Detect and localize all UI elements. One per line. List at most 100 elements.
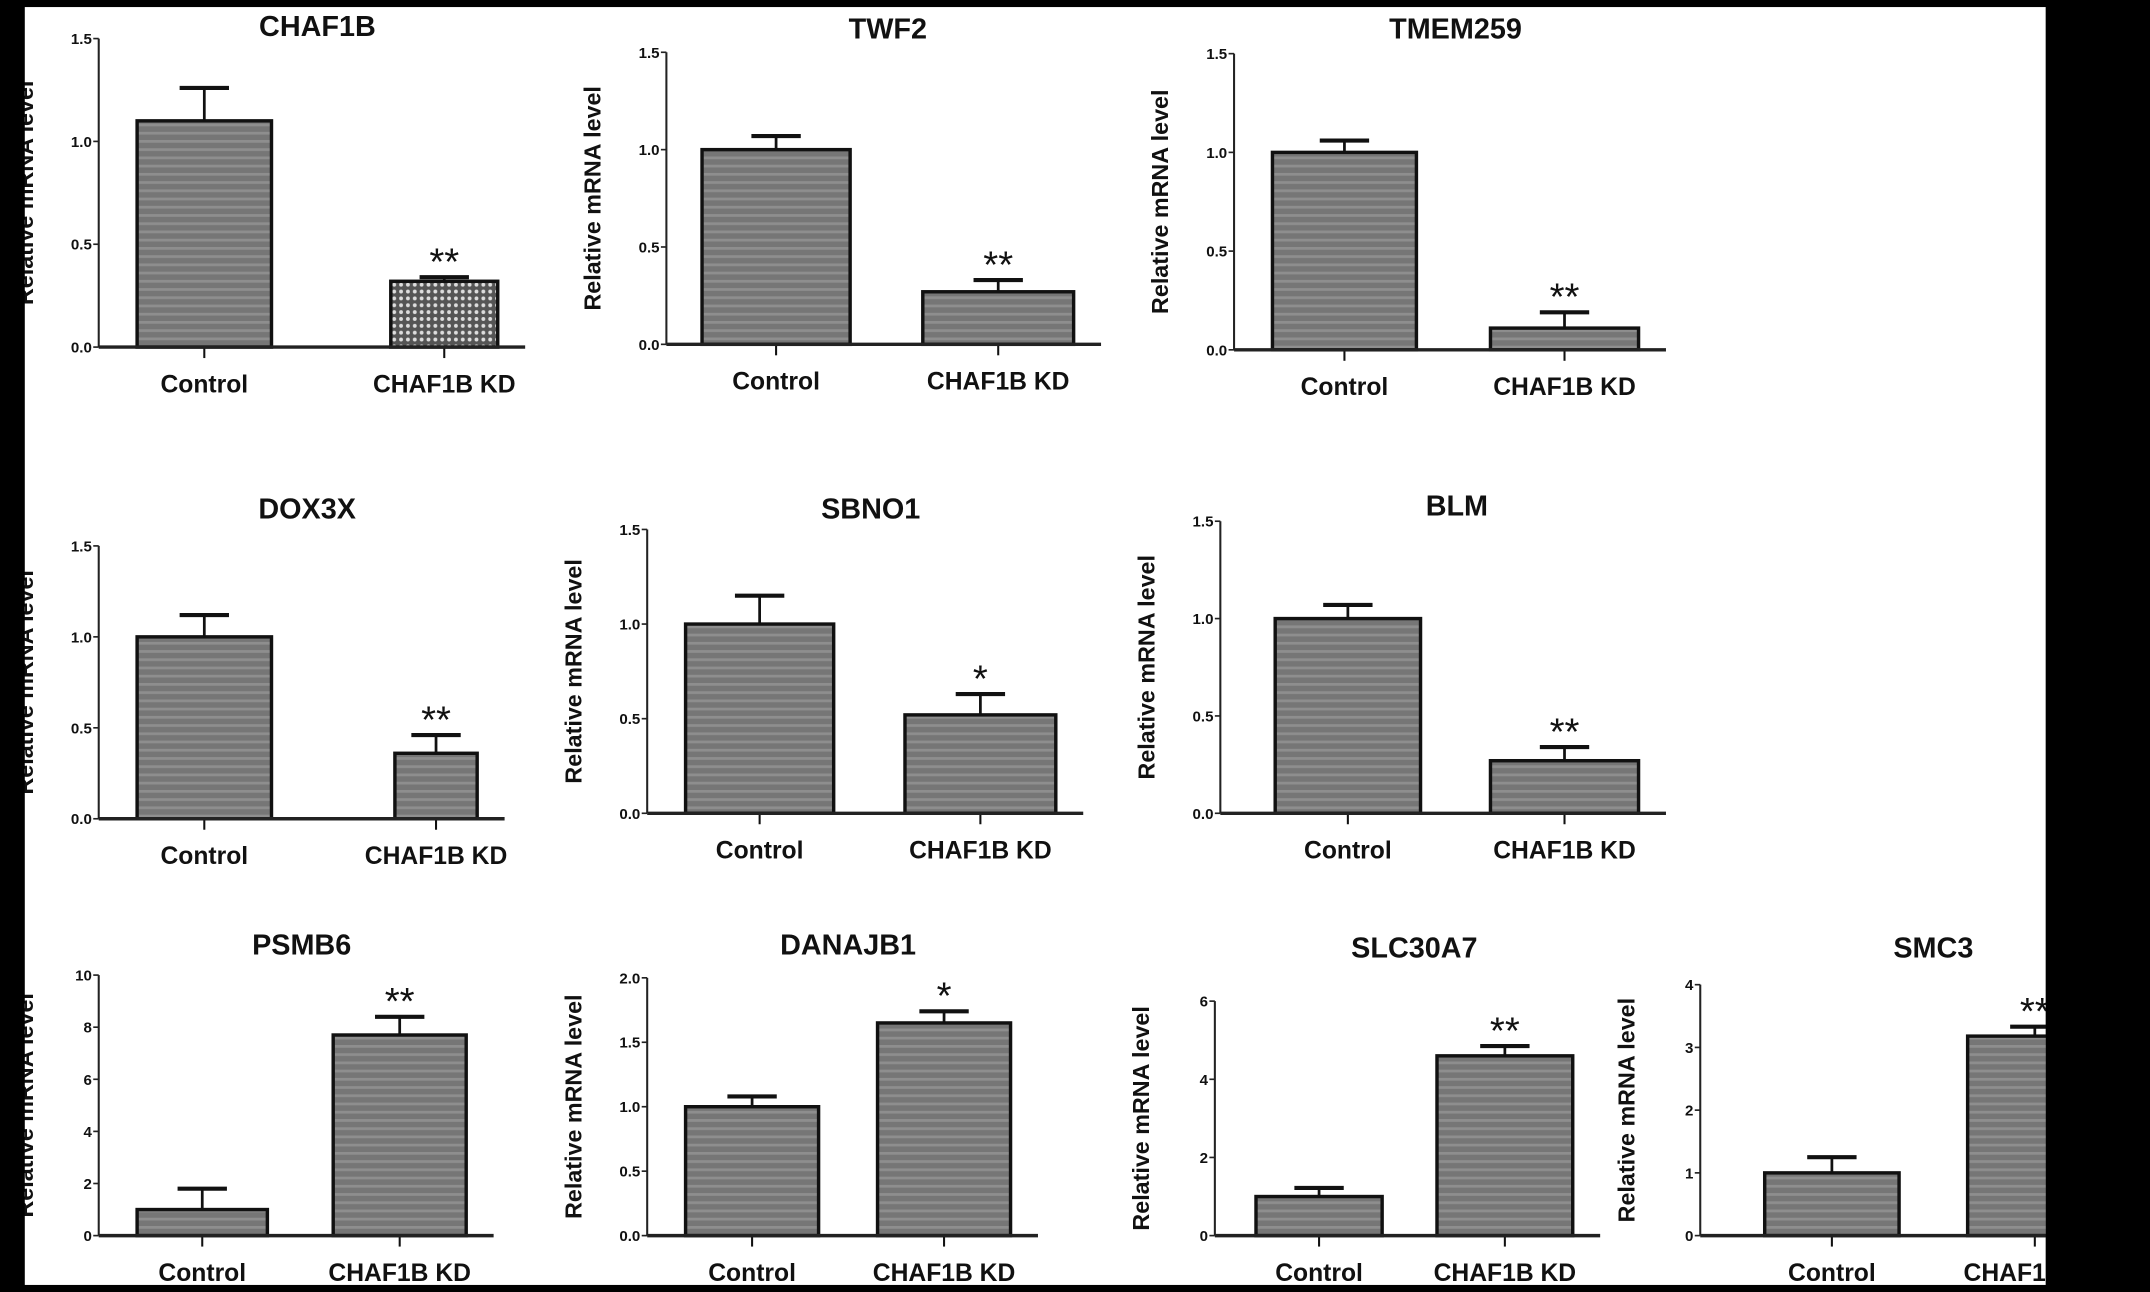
chart-panel-slc30a7: SLC30A7 Relative mRNA level Control CHAF1B … xyxy=(1128,932,1601,1287)
significance-marker: ** xyxy=(429,240,459,283)
bar-control xyxy=(683,622,836,815)
y-tick-label: 4 xyxy=(1685,977,1694,994)
figure-background xyxy=(24,7,2046,1285)
chart-panel-twf2: TWF2 Relative mRNA level Control CHAF1B KD *… xyxy=(580,14,1102,396)
y-tick-label: 1.0 xyxy=(639,142,660,159)
x-tick-label: Control xyxy=(1788,1260,1876,1287)
bar-control xyxy=(700,147,852,347)
bar-control xyxy=(135,119,274,349)
x-tick-label: CHAF1B KD xyxy=(1434,1260,1577,1287)
y-tick-label: 0.0 xyxy=(71,811,92,828)
y-tick-label: 0.5 xyxy=(619,1164,640,1181)
bar-control xyxy=(135,1207,270,1238)
y-axis-label: Relative mRNA level xyxy=(1147,90,1173,314)
y-tick-label: 0.0 xyxy=(619,806,640,823)
significance-marker: ** xyxy=(2020,990,2050,1033)
y-tick-label: 2 xyxy=(1200,1150,1208,1167)
y-tick-label: 1.0 xyxy=(71,629,92,646)
x-tick-label: CHAF1B KD xyxy=(927,369,1070,396)
y-tick-label: 1.0 xyxy=(1193,611,1214,628)
y-tick-label: 0.5 xyxy=(71,237,92,254)
y-tick-label: 4 xyxy=(1200,1072,1209,1089)
y-tick-label: 2 xyxy=(1685,1103,1693,1120)
chart-title: CHAF1B xyxy=(259,11,376,43)
chart-title: SMC3 xyxy=(1893,932,1973,964)
y-tick-label: 2.0 xyxy=(619,970,640,987)
y-tick-label: 1.5 xyxy=(639,45,660,62)
y-tick-label: 0 xyxy=(83,1228,91,1245)
y-tick-label: 3 xyxy=(1685,1040,1693,1057)
y-tick-label: 1.0 xyxy=(619,1099,640,1116)
bar-kd xyxy=(389,279,500,349)
bar-control xyxy=(1273,616,1423,815)
x-tick-label: CHAF1B KD xyxy=(365,843,508,870)
top-frame xyxy=(0,0,2150,8)
x-tick-label: Control xyxy=(1275,1260,1363,1287)
y-tick-label: 0 xyxy=(1200,1228,1208,1245)
chart-title: SBNO1 xyxy=(821,493,920,525)
y-tick-label: 1.5 xyxy=(71,538,92,555)
chart-panel-danajb1: DANAJB1 Relative mRNA level Control CHAF1B … xyxy=(560,930,1038,1287)
x-tick-label: Control xyxy=(1301,374,1389,401)
bottom-frame xyxy=(0,1284,2150,1292)
x-tick-label: Control xyxy=(708,1260,796,1287)
x-tick-label: Control xyxy=(732,369,820,396)
chart-title: TWF2 xyxy=(849,14,927,46)
bar-kd xyxy=(1488,326,1641,352)
x-tick-label: Control xyxy=(1304,838,1392,865)
bar-kd xyxy=(921,290,1076,347)
y-tick-label: 1.5 xyxy=(1193,514,1214,531)
y-tick-label: 6 xyxy=(1200,994,1208,1011)
chart-title: DANAJB1 xyxy=(780,930,916,962)
y-tick-label: 4 xyxy=(83,1124,92,1141)
x-tick-label: CHAF1B KD xyxy=(873,1260,1016,1287)
y-tick-label: 0.5 xyxy=(1193,708,1214,725)
significance-marker: * xyxy=(937,975,952,1018)
left-frame xyxy=(0,0,25,1292)
bar-kd xyxy=(393,751,479,821)
y-tick-label: 6 xyxy=(83,1072,91,1089)
significance-marker: ** xyxy=(1490,1009,1520,1052)
y-tick-label: 1.5 xyxy=(71,31,92,48)
y-tick-label: 0 xyxy=(1685,1228,1693,1245)
y-axis-label: Relative mRNA level xyxy=(1134,555,1160,779)
bar-control xyxy=(1270,150,1419,352)
y-tick-label: 2 xyxy=(83,1176,91,1193)
bar-control xyxy=(1254,1194,1384,1238)
y-tick-label: 1.0 xyxy=(1206,145,1227,162)
y-tick-label: 1.0 xyxy=(71,134,92,151)
y-axis-label: Relative mRNA level xyxy=(560,559,586,783)
significance-marker: ** xyxy=(983,243,1013,286)
bar-kd xyxy=(875,1021,1013,1238)
y-tick-label: 0.5 xyxy=(619,711,640,728)
chart-title: PSMB6 xyxy=(252,930,351,962)
y-tick-label: 0.0 xyxy=(1206,342,1227,359)
chart-panel-sbno1: SBNO1 Relative mRNA level Control CHAF1B KD… xyxy=(560,493,1084,865)
y-axis-label: Relative mRNA level xyxy=(1613,998,1639,1222)
x-tick-label: Control xyxy=(716,838,804,865)
y-axis-label: Relative mRNA level xyxy=(560,994,586,1218)
y-tick-label: 0.5 xyxy=(1206,244,1227,261)
y-tick-label: 8 xyxy=(83,1020,91,1037)
bar-kd xyxy=(1488,758,1641,815)
significance-marker: * xyxy=(973,657,988,700)
y-axis-label: Relative mRNA level xyxy=(580,86,606,310)
chart-title: TMEM259 xyxy=(1389,14,1522,46)
significance-marker: ** xyxy=(385,980,415,1023)
y-axis-label: Relative mRNA level xyxy=(1128,1006,1154,1230)
x-tick-label: CHAF1B KD xyxy=(1493,374,1636,401)
bar-kd xyxy=(903,713,1058,815)
x-tick-label: CHAF1B KD xyxy=(909,838,1052,865)
chart-panel-blm: BLM Relative mRNA level Control CHAF1B KD **… xyxy=(1134,491,1666,865)
y-tick-label: 1.5 xyxy=(619,1035,640,1052)
x-tick-label: CHAF1B KD xyxy=(1493,838,1636,865)
x-tick-label: CHAF1B KD xyxy=(328,1260,471,1287)
significance-marker: ** xyxy=(421,698,451,741)
y-tick-label: 10 xyxy=(75,968,92,985)
x-tick-label: Control xyxy=(160,843,248,870)
y-tick-label: 0.0 xyxy=(1193,806,1214,823)
significance-marker: ** xyxy=(1550,710,1580,753)
